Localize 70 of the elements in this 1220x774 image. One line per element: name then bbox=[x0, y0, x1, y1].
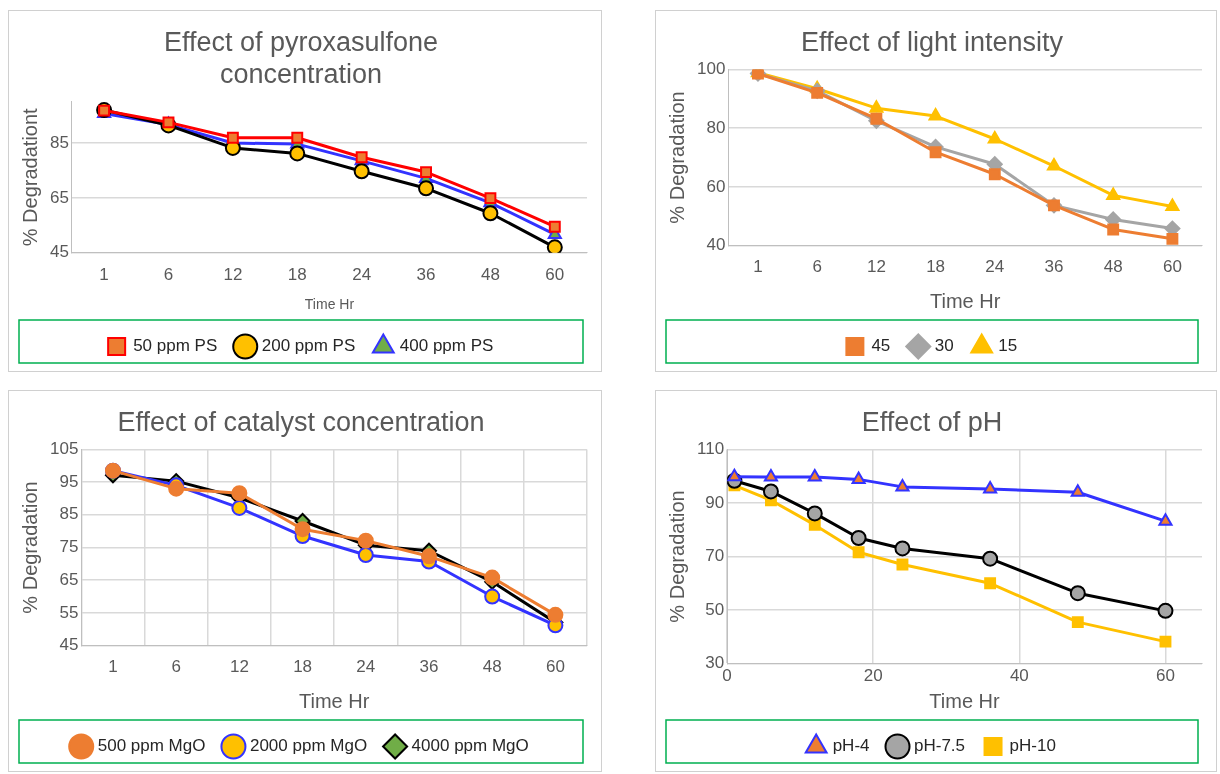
x-tick-label: 6 bbox=[812, 257, 822, 277]
y-tick-label: 75 bbox=[59, 537, 79, 557]
y-tick-label: 85 bbox=[59, 504, 79, 524]
y-tick-label: 45 bbox=[49, 242, 69, 262]
x-tick-label: 1 bbox=[753, 257, 763, 277]
y-tick-label: 60 bbox=[706, 176, 726, 196]
x-tick-label: 6 bbox=[171, 657, 181, 677]
y-tick-label: 110 bbox=[696, 439, 725, 459]
y-tick-label: 90 bbox=[705, 492, 725, 512]
chart-title: Effect of pH bbox=[861, 406, 1003, 437]
legend-label: 500 ppm MgO bbox=[97, 736, 206, 756]
x-tick-label: 60 bbox=[545, 264, 565, 284]
y-tick-label: 100 bbox=[696, 59, 726, 79]
y-tick-label: 95 bbox=[59, 471, 79, 491]
y-tick-label: 55 bbox=[59, 602, 79, 622]
x-tick-label: 48 bbox=[480, 264, 500, 284]
y-tick-label: 70 bbox=[705, 546, 725, 566]
x-axis-title: Time Hr bbox=[298, 689, 370, 712]
x-tick-label: 18 bbox=[287, 264, 307, 284]
legend-label: 200 ppm PS bbox=[261, 336, 356, 356]
legend-label: pH-10 bbox=[1009, 736, 1056, 756]
y-tick-label: 40 bbox=[706, 235, 726, 255]
legend-label: 4000 ppm MgO bbox=[411, 736, 529, 756]
x-tick-label: 60 bbox=[1156, 666, 1175, 686]
x-tick-label: 24 bbox=[356, 657, 376, 677]
legend-label: 2000 ppm MgO bbox=[249, 736, 368, 756]
legend-label: 400 ppm PS bbox=[399, 336, 494, 356]
x-tick-label: 12 bbox=[229, 657, 249, 677]
x-tick-label: 1 bbox=[99, 264, 109, 284]
chart-title: Effect of light intensity bbox=[800, 26, 1064, 57]
x-axis-title: Time Hr bbox=[929, 289, 1001, 312]
x-tick-label: 36 bbox=[416, 264, 436, 284]
x-tick-label: 0 bbox=[722, 666, 732, 686]
x-tick-label: 1 bbox=[108, 657, 118, 677]
chart-title: Effect of catalyst concentration bbox=[117, 406, 485, 437]
y-axis-title: % Degradationt bbox=[18, 107, 41, 247]
x-tick-label: 12 bbox=[223, 264, 243, 284]
x-tick-label: 36 bbox=[1044, 257, 1064, 277]
y-axis-title: % Degradation bbox=[18, 481, 41, 614]
y-axis-title: % Degradation bbox=[665, 490, 688, 623]
legend-label: 50 ppm PS bbox=[133, 336, 218, 356]
legend-label: pH-7.5 bbox=[914, 736, 966, 756]
legend-label: pH-4 bbox=[832, 736, 870, 756]
y-tick-label: 105 bbox=[49, 439, 79, 459]
y-tick-label: 65 bbox=[49, 187, 69, 207]
y-tick-label: 80 bbox=[706, 117, 726, 137]
x-tick-label: 60 bbox=[545, 657, 565, 677]
x-tick-label: 36 bbox=[419, 657, 439, 677]
y-tick-label: 45 bbox=[59, 635, 79, 655]
x-tick-label: 20 bbox=[863, 666, 883, 686]
x-tick-label: 12 bbox=[866, 257, 886, 277]
y-tick-label: 50 bbox=[705, 599, 725, 619]
legend-label: 45 bbox=[871, 336, 891, 356]
x-tick-label: 48 bbox=[482, 657, 502, 677]
y-axis-title: % Degradation bbox=[665, 91, 688, 224]
x-tick-label: 18 bbox=[926, 257, 946, 277]
x-tick-label: 18 bbox=[293, 657, 313, 677]
chart-title: Effect of pyroxasulfone concentration bbox=[163, 26, 439, 90]
x-tick-label: 24 bbox=[352, 264, 372, 284]
legend-label: 15 bbox=[998, 336, 1018, 356]
x-tick-label: 48 bbox=[1103, 257, 1123, 277]
legend-label: 30 bbox=[934, 336, 954, 356]
y-tick-label: 85 bbox=[49, 132, 69, 152]
x-axis-title: Time Hr bbox=[304, 296, 355, 313]
x-tick-label: 40 bbox=[1009, 666, 1029, 686]
x-axis-title: Time Hr bbox=[929, 689, 1001, 712]
x-tick-label: 6 bbox=[163, 264, 174, 284]
x-tick-label: 24 bbox=[985, 257, 1005, 277]
x-tick-label: 60 bbox=[1162, 257, 1182, 277]
y-tick-label: 65 bbox=[59, 569, 79, 589]
